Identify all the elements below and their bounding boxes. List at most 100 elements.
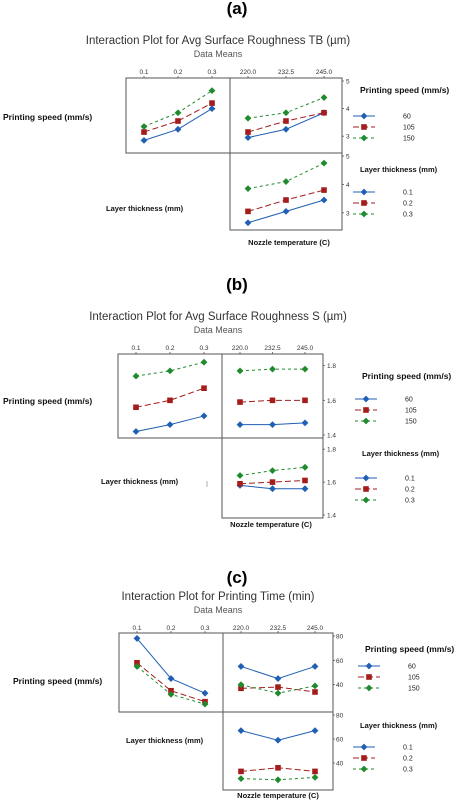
y-tick-label: 60 <box>336 658 344 665</box>
data-point <box>238 685 244 692</box>
legend-layer: Layer thickness (mm) 0.1 0.2 0.3 <box>355 449 440 505</box>
data-point <box>141 129 147 135</box>
series-0-3 <box>237 774 319 784</box>
series-0-3 <box>244 159 328 193</box>
chart-title: Interaction Plot for Printing Time (min) <box>121 591 314 603</box>
legend-title: Printing speed (mm/s) <box>362 371 451 381</box>
chart-title: Interaction Plot for Avg Surface Roughne… <box>86 35 351 47</box>
x-tick-label: 0.3 <box>199 345 208 352</box>
y-tick-label: 5 <box>346 154 350 161</box>
data-point <box>166 421 174 428</box>
data-point <box>269 365 276 373</box>
data-point <box>167 691 175 698</box>
legend-entry: 0.1 <box>405 476 415 483</box>
data-point <box>301 419 309 427</box>
data-point <box>282 207 290 215</box>
legend-entry: 60 <box>405 397 413 404</box>
data-point <box>311 682 319 690</box>
series-60 <box>236 419 309 428</box>
legend-marker <box>362 474 370 482</box>
x-axis-label: Nozzle temperature (C) <box>248 238 330 247</box>
data-point <box>321 187 327 193</box>
data-point <box>236 367 244 375</box>
data-point <box>269 479 276 485</box>
legend-marker <box>360 210 368 218</box>
data-point <box>208 105 216 112</box>
legend-entry: 105 <box>408 675 420 682</box>
plot-frame <box>221 437 324 519</box>
data-point <box>320 94 328 101</box>
data-point <box>244 114 252 122</box>
x-tick-label: 0.1 <box>139 69 148 76</box>
legend-entry: 150 <box>408 686 420 693</box>
x-tick-label: 0.1 <box>131 345 140 352</box>
data-point <box>282 178 290 185</box>
series-150 <box>133 663 209 708</box>
data-point <box>302 477 308 484</box>
data-point <box>200 412 208 420</box>
data-point <box>174 125 182 133</box>
series-60 <box>132 412 208 435</box>
y-tick-label: 40 <box>336 682 344 689</box>
legend-entry: 60 <box>403 114 411 121</box>
legend-entry: 105 <box>403 125 415 132</box>
y-tick-label: 3 <box>346 210 350 217</box>
legend-marker <box>365 662 373 670</box>
y-tick-label: 60 <box>336 737 344 744</box>
legend-marker <box>366 674 372 680</box>
x-axis-label: Nozzle temperature (C) <box>237 791 319 800</box>
data-point <box>166 367 174 375</box>
legend-entry: 0.1 <box>403 745 413 752</box>
data-point <box>174 109 182 117</box>
data-point <box>274 776 282 784</box>
series-150 <box>236 365 309 375</box>
legend-entry: 150 <box>403 136 415 143</box>
legend-entry: 0.2 <box>403 756 413 763</box>
legend-title: Layer thickness (mm) <box>360 721 438 730</box>
row-label-layer: Layer thickness (mm) <box>101 477 179 486</box>
legend-marker <box>363 407 369 413</box>
series-105 <box>237 397 308 405</box>
series-105 <box>133 385 207 411</box>
legend-marker <box>360 743 368 751</box>
legend-marker <box>360 112 368 120</box>
data-point <box>168 687 174 694</box>
y-tick-label: 80 <box>336 634 344 641</box>
data-point <box>167 397 173 404</box>
panel-label: (c) <box>227 568 248 587</box>
data-point <box>236 421 244 428</box>
y-tick-label: 1.6 <box>327 398 336 405</box>
data-point <box>140 136 148 144</box>
x-axis-label: Nozzle temperature (C) <box>230 520 312 529</box>
x-tick-label: 245.0 <box>307 625 324 632</box>
y-tick-label: 4 <box>346 106 350 113</box>
legend-marker <box>361 755 367 761</box>
legend-layer: Layer thickness (mm) 0.1 0.2 0.3 <box>353 721 438 774</box>
panel-label: (b) <box>226 275 248 294</box>
chart-subtitle: Data Means <box>194 605 243 615</box>
x-tick-label: 220.0 <box>232 345 249 352</box>
y-tick-label: 80 <box>336 713 344 720</box>
data-point <box>237 681 245 689</box>
series-150 <box>132 358 208 380</box>
series-line <box>247 112 325 139</box>
row-label-speed: Printing speed (mm/s) <box>3 112 92 122</box>
plot-frame <box>222 711 334 791</box>
series-0-2 <box>237 477 308 487</box>
legend-marker <box>362 496 370 504</box>
series-150 <box>140 87 216 130</box>
data-point <box>134 659 140 666</box>
data-point <box>311 663 319 670</box>
legend-title: Layer thickness (mm) <box>362 449 440 458</box>
legend-entry: 0.2 <box>405 487 415 494</box>
x-tick-label: 220.0 <box>240 69 257 76</box>
panel-b: (b) Interaction Plot for Avg Surface Roug… <box>3 275 451 529</box>
data-point <box>237 480 243 487</box>
panel-c: (c) Interaction Plot for Printing Time (m… <box>13 568 454 800</box>
data-point <box>301 463 309 471</box>
data-point <box>274 736 282 744</box>
row-label-layer: Layer thickness (mm) <box>126 736 204 745</box>
x-tick-label: 0.2 <box>166 625 175 632</box>
legend-marker <box>365 684 373 692</box>
